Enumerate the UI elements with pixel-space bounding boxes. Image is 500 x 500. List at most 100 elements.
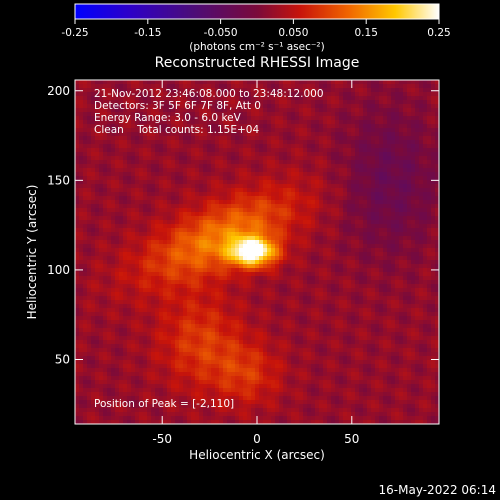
heatmap-cell [155, 96, 160, 101]
heatmap-cell [87, 164, 92, 169]
heatmap-cell [215, 136, 220, 141]
heatmap-cell [407, 84, 412, 89]
heatmap-cell [279, 92, 284, 97]
heatmap-cell [283, 200, 288, 205]
heatmap-cell [311, 276, 316, 281]
heatmap-cell [403, 140, 408, 145]
heatmap-cell [299, 224, 304, 229]
heatmap-cell [283, 296, 288, 301]
heatmap-cell [223, 216, 228, 221]
heatmap-cell [187, 220, 192, 225]
heatmap-cell [95, 248, 100, 253]
heatmap-cell [171, 292, 176, 297]
heatmap-cell [303, 288, 308, 293]
heatmap-cell [151, 240, 156, 245]
heatmap-cell [215, 172, 220, 177]
heatmap-cell [155, 132, 160, 137]
heatmap-cell [255, 204, 260, 209]
heatmap-cell [107, 276, 112, 281]
heatmap-cell [327, 104, 332, 109]
heatmap-cell [139, 228, 144, 233]
heatmap-cell [95, 172, 100, 177]
heatmap-cell [151, 188, 156, 193]
heatmap-cell [103, 296, 108, 301]
heatmap-cell [195, 144, 200, 149]
heatmap-cell [275, 164, 280, 169]
heatmap-cell [199, 196, 204, 201]
heatmap-cell [103, 168, 108, 173]
heatmap-cell [275, 216, 280, 221]
heatmap-cell [111, 292, 116, 297]
heatmap-cell [371, 272, 376, 277]
heatmap-cell [351, 148, 356, 153]
heatmap-cell [255, 160, 260, 165]
heatmap-cell [415, 100, 420, 105]
heatmap-cell [411, 88, 416, 93]
heatmap-cell [347, 224, 352, 229]
heatmap-cell [123, 104, 128, 109]
heatmap-cell [95, 256, 100, 261]
heatmap-cell [183, 172, 188, 177]
heatmap-cell [87, 148, 92, 153]
heatmap-cell [207, 80, 212, 85]
heatmap-cell [227, 104, 232, 109]
heatmap-cell [175, 252, 180, 257]
heatmap-cell [231, 196, 236, 201]
heatmap-cell [183, 216, 188, 221]
heatmap-cell [403, 156, 408, 161]
heatmap-cell [219, 292, 224, 297]
heatmap-cell [223, 136, 228, 141]
heatmap-cell [255, 124, 260, 129]
heatmap-cell [219, 104, 224, 109]
heatmap-cell [163, 96, 168, 101]
heatmap-cell [379, 236, 384, 241]
heatmap-cell [363, 204, 368, 209]
heatmap-cell [335, 232, 340, 237]
heatmap-cell [343, 164, 348, 169]
heatmap-cell [243, 88, 248, 93]
heatmap-cell [243, 132, 248, 137]
heatmap-cell [99, 84, 104, 89]
heatmap-cell [263, 176, 268, 181]
heatmap-cell [411, 96, 416, 101]
heatmap-cell [259, 200, 264, 205]
heatmap-cell [255, 260, 260, 265]
heatmap-cell [363, 164, 368, 169]
heatmap-cell [179, 280, 184, 285]
heatmap-cell [331, 288, 336, 293]
heatmap-cell [211, 260, 216, 265]
heatmap-cell [187, 204, 192, 209]
heatmap-cell [419, 84, 424, 89]
heatmap-cell [347, 232, 352, 237]
heatmap-cell [351, 176, 356, 181]
heatmap-cell [347, 152, 352, 157]
heatmap-cell [147, 172, 152, 177]
heatmap-cell [275, 244, 280, 249]
heatmap-cell [223, 128, 228, 133]
heatmap-cell [187, 84, 192, 89]
heatmap-cell [383, 92, 388, 97]
heatmap-cell [251, 288, 256, 293]
heatmap-cell [191, 176, 196, 181]
heatmap-cell [235, 280, 240, 285]
heatmap-cell [163, 180, 168, 185]
heatmap-cell [279, 172, 284, 177]
heatmap-cell [155, 148, 160, 153]
heatmap-cell [355, 112, 360, 117]
heatmap-cell [375, 160, 380, 165]
heatmap-cell [115, 280, 120, 285]
heatmap-cell [267, 284, 272, 289]
heatmap-cell [291, 124, 296, 129]
heatmap-cell [239, 208, 244, 213]
heatmap-cell [95, 136, 100, 141]
heatmap-cell [191, 240, 196, 245]
heatmap-cell [379, 168, 384, 173]
heatmap-cell [391, 276, 396, 281]
heatmap-cell [91, 84, 96, 89]
heatmap-cell [399, 212, 404, 217]
heatmap-cell [191, 256, 196, 261]
heatmap-cell [323, 252, 328, 257]
heatmap-cell [395, 160, 400, 165]
heatmap-cell [111, 84, 116, 89]
heatmap-cell [203, 280, 208, 285]
